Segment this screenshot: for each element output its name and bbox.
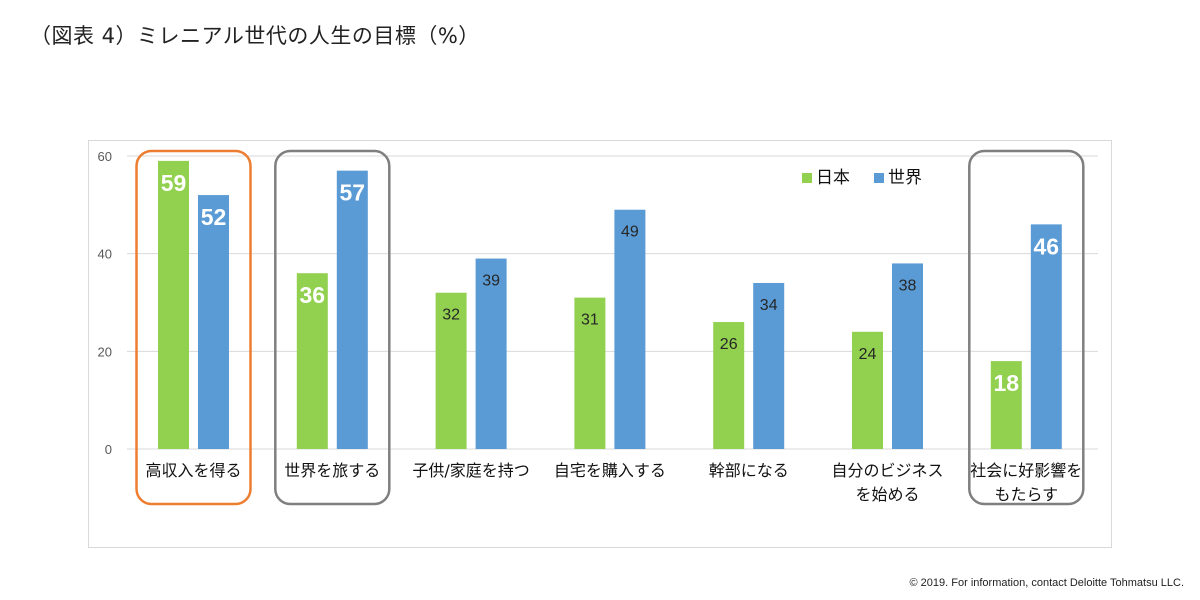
category-label: 幹部になる bbox=[709, 461, 789, 480]
category-label: 高収入を得る bbox=[145, 461, 241, 480]
data-label: 24 bbox=[859, 346, 877, 363]
data-label: 36 bbox=[300, 282, 326, 308]
bar-world bbox=[753, 282, 785, 449]
data-label: 18 bbox=[994, 370, 1020, 396]
highlight-box bbox=[968, 149, 1085, 506]
bar-japan bbox=[435, 292, 467, 449]
data-label: 52 bbox=[201, 204, 227, 230]
data-label: 39 bbox=[482, 273, 500, 290]
bar-japan bbox=[990, 361, 1022, 449]
legend-swatch bbox=[874, 173, 884, 183]
bar-japan bbox=[713, 322, 745, 449]
data-label: 34 bbox=[760, 297, 778, 314]
data-label: 31 bbox=[581, 312, 599, 329]
data-label: 26 bbox=[720, 336, 738, 353]
data-label: 57 bbox=[340, 180, 366, 206]
category-label: もたらす bbox=[994, 485, 1058, 504]
category-label: 社会に好影響を bbox=[970, 461, 1082, 480]
bar-world bbox=[892, 263, 923, 449]
highlight-box bbox=[135, 149, 252, 506]
copyright-notice: © 2019. For information, contact Deloitt… bbox=[909, 577, 1184, 589]
y-tick-label: 0 bbox=[105, 442, 112, 457]
bar-world bbox=[336, 170, 368, 449]
legend-swatch bbox=[802, 173, 812, 183]
category-label: 自分のビジネス bbox=[831, 461, 943, 480]
y-tick-label: 20 bbox=[98, 344, 112, 359]
bar-japan bbox=[158, 160, 189, 449]
chart-frame bbox=[88, 140, 1112, 548]
bar-world bbox=[198, 195, 229, 449]
category-label: を始める bbox=[855, 485, 919, 504]
page-title: （図表 4）ミレニアル世代の人生の目標（%） bbox=[30, 24, 480, 48]
y-tick-label: 60 bbox=[98, 149, 112, 164]
bar-japan bbox=[574, 297, 606, 449]
bar-world bbox=[1030, 224, 1062, 449]
legend-label: 日本 bbox=[816, 168, 850, 188]
bar-japan bbox=[852, 331, 883, 449]
y-tick-label: 40 bbox=[98, 247, 112, 262]
data-label: 38 bbox=[899, 277, 917, 294]
bar-japan bbox=[296, 273, 328, 449]
bar-world bbox=[475, 258, 507, 449]
category-label: 子供/家庭を持つ bbox=[412, 461, 529, 480]
data-label: 59 bbox=[161, 170, 187, 196]
data-label: 49 bbox=[621, 224, 639, 241]
category-label: 自宅を購入する bbox=[554, 461, 666, 480]
highlight-box bbox=[274, 149, 391, 506]
category-label: 世界を旅する bbox=[284, 461, 380, 480]
data-label: 32 bbox=[442, 307, 460, 324]
bar-world bbox=[614, 209, 646, 449]
data-label: 46 bbox=[1034, 233, 1060, 259]
legend-label: 世界 bbox=[888, 168, 922, 188]
